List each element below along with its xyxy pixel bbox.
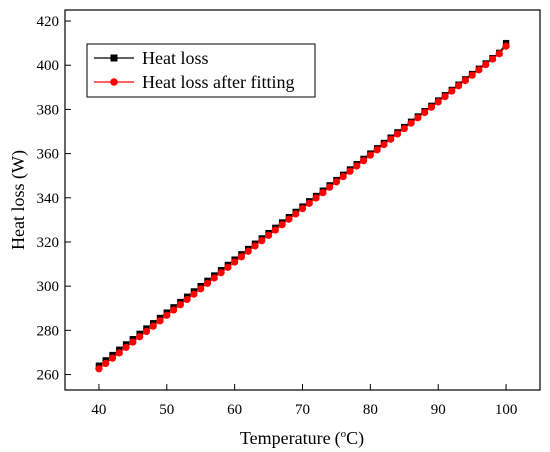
data-point-heat-loss-after-fitting <box>441 93 449 101</box>
data-point-heat-loss-after-fitting <box>169 306 178 314</box>
data-point-heat-loss-after-fitting <box>129 338 137 346</box>
data-point-heat-loss-after-fitting <box>176 301 184 309</box>
data-point-heat-loss-after-fitting <box>149 322 157 330</box>
data-point-heat-loss-after-fitting <box>339 172 347 181</box>
data-point-heat-loss-after-fitting <box>400 125 408 133</box>
data-point-heat-loss-after-fitting <box>482 60 490 69</box>
legend: Heat loss Heat loss after fitting <box>86 43 316 98</box>
legend-box <box>86 43 316 98</box>
data-point-heat-loss-after-fitting <box>156 317 164 325</box>
data-point-heat-loss-after-fitting <box>448 87 456 95</box>
data-point-heat-loss-after-fitting <box>461 76 469 85</box>
data-point-heat-loss-after-fitting <box>271 226 279 234</box>
x-tick-label: 40 <box>91 402 106 418</box>
data-point-heat-loss-after-fitting <box>427 103 436 111</box>
series-layer <box>95 39 510 373</box>
legend-marker-heat-loss-after-fitting <box>110 78 118 86</box>
data-point-heat-loss-after-fitting <box>237 253 246 261</box>
y-tick-label: 320 <box>37 235 60 251</box>
x-axis-label-unit-prefix: ( <box>335 428 341 449</box>
data-point-heat-loss-after-fitting <box>421 108 429 117</box>
x-tick-label: 50 <box>159 402 174 418</box>
data-point-heat-loss-after-fitting <box>353 162 361 170</box>
data-point-heat-loss-after-fitting <box>190 290 198 298</box>
data-point-heat-loss-after-fitting <box>163 311 171 319</box>
y-tick-label: 380 <box>37 102 60 118</box>
data-point-heat-loss-after-fitting <box>251 242 259 250</box>
x-axis-label-unit: C) <box>346 428 364 449</box>
x-axis-label-name: Temperature <box>240 428 331 448</box>
data-point-heat-loss-after-fitting <box>231 258 239 266</box>
data-point-heat-loss-after-fitting <box>244 247 252 255</box>
y-tick-label: 400 <box>37 58 60 74</box>
data-point-heat-loss-after-fitting <box>183 295 191 304</box>
data-point-heat-loss-after-fitting <box>387 135 395 143</box>
data-point-heat-loss-after-fitting <box>359 157 368 165</box>
data-point-heat-loss-after-fitting <box>210 274 218 282</box>
data-point-heat-loss-after-fitting <box>380 140 388 149</box>
data-point-heat-loss-after-fitting <box>95 365 103 373</box>
data-point-heat-loss-after-fitting <box>122 343 130 351</box>
data-point-heat-loss-after-fitting <box>312 194 320 202</box>
data-point-heat-loss-after-fitting <box>495 50 503 58</box>
data-point-heat-loss-after-fitting <box>102 359 110 368</box>
data-point-heat-loss-after-fitting <box>468 71 476 79</box>
x-axis-ticks: 40 50 60 70 80 90 100 <box>91 384 517 418</box>
data-point-heat-loss-after-fitting <box>393 130 402 138</box>
data-point-heat-loss-after-fitting <box>217 269 225 277</box>
data-point-heat-loss-after-fitting <box>434 98 442 106</box>
legend-marker-heat-loss <box>110 54 118 62</box>
x-tick-label: 80 <box>363 402 378 418</box>
data-point-heat-loss-after-fitting <box>264 231 273 239</box>
x-axis-label: Temperature (oC) <box>240 428 364 449</box>
data-point-heat-loss-after-fitting <box>414 114 422 122</box>
legend-label-heat-loss-after-fitting: Heat loss after fitting <box>142 72 294 92</box>
data-point-heat-loss-after-fitting <box>502 42 510 50</box>
data-point-heat-loss-after-fitting <box>326 183 334 191</box>
legend-label-heat-loss: Heat loss <box>142 48 209 68</box>
data-point-heat-loss-after-fitting <box>319 189 327 197</box>
data-point-heat-loss-after-fitting <box>298 205 307 213</box>
y-tick-label: 260 <box>37 368 60 384</box>
y-tick-label: 280 <box>37 323 60 339</box>
data-point-heat-loss-after-fitting <box>373 146 381 154</box>
data-point-heat-loss-after-fitting <box>258 237 266 245</box>
x-tick-label: 70 <box>295 402 310 418</box>
x-tick-label: 90 <box>431 402 446 418</box>
x-tick-label: 60 <box>227 402 242 418</box>
data-point-heat-loss-after-fitting <box>142 327 151 336</box>
data-point-heat-loss-after-fitting <box>108 354 117 362</box>
data-point-heat-loss-after-fitting <box>197 285 205 293</box>
data-point-heat-loss-after-fitting <box>136 333 144 341</box>
y-tick-label: 360 <box>37 147 60 163</box>
data-point-heat-loss-after-fitting <box>454 82 463 90</box>
y-axis-label: Heat loss (W) <box>8 150 29 250</box>
x-tick-label: 100 <box>495 402 518 418</box>
data-point-heat-loss-after-fitting <box>203 279 212 287</box>
y-tick-label: 300 <box>37 279 60 295</box>
data-point-heat-loss-after-fitting <box>366 151 374 159</box>
data-point-heat-loss-after-fitting <box>407 119 415 127</box>
x-axis-label-unit-sup: o <box>341 428 347 440</box>
data-point-heat-loss-after-fitting <box>278 221 286 229</box>
data-point-heat-loss-after-fitting <box>285 215 293 223</box>
data-point-heat-loss-after-fitting <box>224 263 232 271</box>
data-point-heat-loss-after-fitting <box>475 66 483 74</box>
data-point-heat-loss-after-fitting <box>332 178 341 186</box>
data-point-heat-loss-after-fitting <box>292 210 300 218</box>
y-tick-label: 340 <box>37 191 60 207</box>
data-point-heat-loss-after-fitting <box>346 167 354 175</box>
data-point-heat-loss-after-fitting <box>305 199 313 207</box>
y-axis-ticks: 260 280 300 320 340 360 380 400 420 <box>37 14 71 384</box>
data-point-heat-loss-after-fitting <box>488 55 497 63</box>
y-tick-label: 420 <box>37 14 60 30</box>
data-point-heat-loss-after-fitting <box>115 349 123 357</box>
